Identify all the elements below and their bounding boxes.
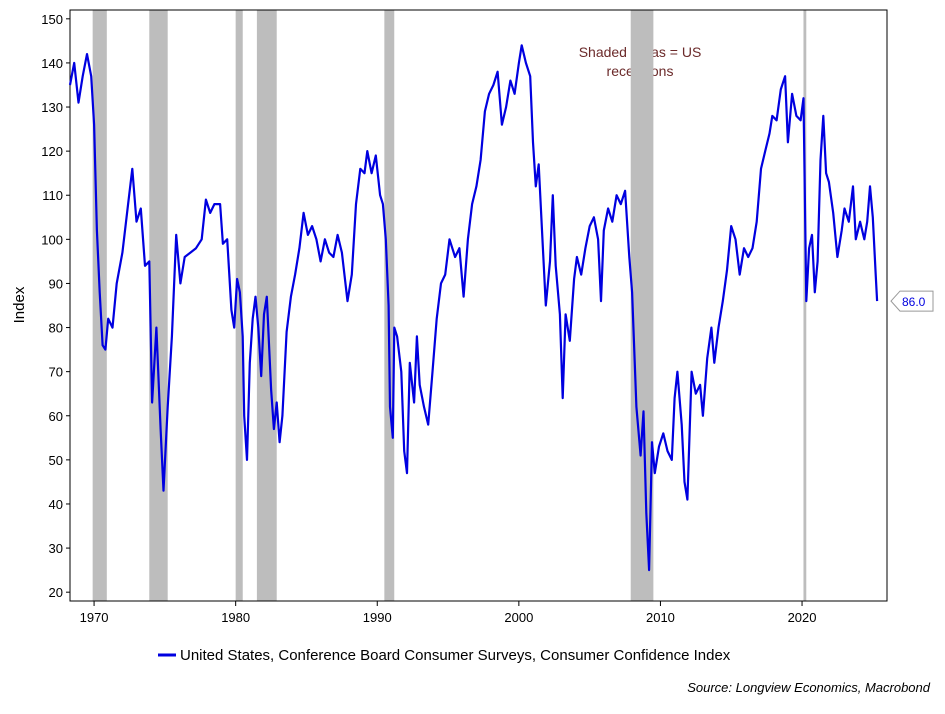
y-tick-label: 30 xyxy=(49,541,63,556)
y-tick-label: 80 xyxy=(49,321,63,336)
y-tick-label: 150 xyxy=(41,12,63,27)
x-tick-label: 1990 xyxy=(363,610,392,625)
y-tick-label: 20 xyxy=(49,585,63,600)
y-tick-label: 40 xyxy=(49,497,63,512)
x-tick-label: 1980 xyxy=(221,610,250,625)
plot-frame xyxy=(69,9,888,602)
y-tick-label: 50 xyxy=(49,453,63,468)
recession-band xyxy=(630,10,654,601)
last-value-box xyxy=(890,290,934,312)
x-tick-label: 2020 xyxy=(788,610,817,625)
recession-band xyxy=(235,10,243,601)
x-tick-label: 2000 xyxy=(504,610,533,625)
y-tick-label: 130 xyxy=(41,100,63,115)
x-tick-label: 1970 xyxy=(80,610,109,625)
data-line xyxy=(68,44,879,572)
y-tick-label: 110 xyxy=(42,188,63,203)
y-tick-label: 70 xyxy=(49,365,63,380)
y-tick-label: 140 xyxy=(41,56,63,71)
source: Source: Longview Economics, Macrobond xyxy=(687,680,931,695)
recession-band xyxy=(803,10,807,601)
y-tick-label: 100 xyxy=(41,232,63,247)
recession-band xyxy=(149,10,168,601)
y-axis-label: Index xyxy=(11,286,28,323)
y-tick-label: 120 xyxy=(41,144,63,159)
y-tick-label: 90 xyxy=(49,276,63,291)
legend-label: United States, Conference Board Consumer… xyxy=(180,647,731,664)
y-tick-label: 60 xyxy=(49,409,63,424)
x-tick-label: 2010 xyxy=(646,610,675,625)
last-value-label: 86.0 xyxy=(902,295,926,309)
